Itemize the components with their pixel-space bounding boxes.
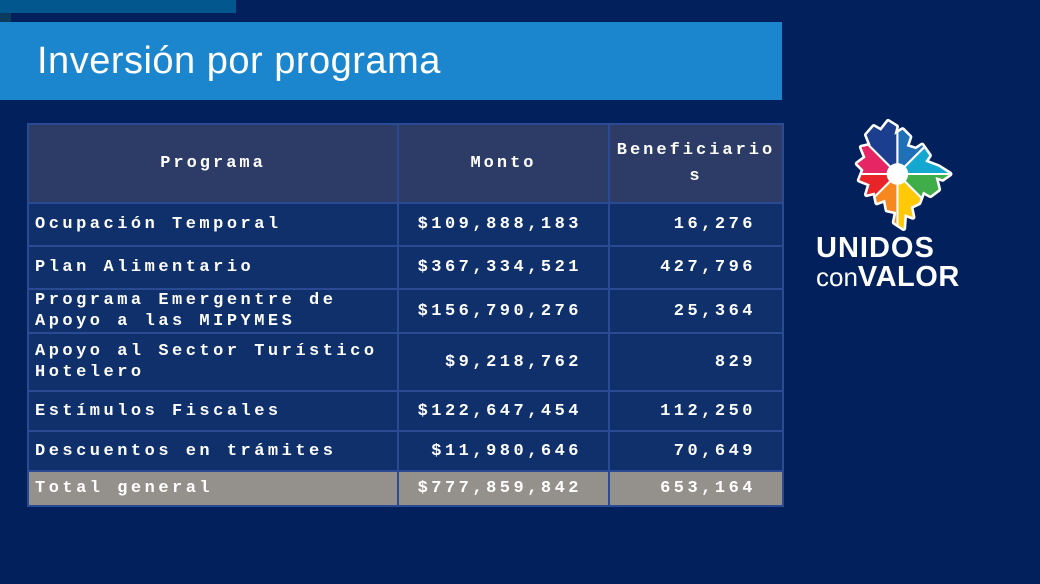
cell-programa: Plan Alimentario	[27, 245, 399, 290]
cell-monto: $11,980,646	[397, 430, 610, 472]
title-band: Inversión por programa	[0, 22, 782, 100]
cell-beneficiarios: 25,364	[608, 288, 784, 334]
logo-text-valor: VALOR	[857, 261, 960, 293]
logo-text-convalor: conVALOR	[816, 263, 960, 292]
logo-wordmark: UNIDOS conVALOR	[816, 234, 960, 292]
cell-programa: Ocupación Temporal	[27, 202, 399, 247]
total-beneficiarios: 653,164	[608, 470, 784, 507]
cell-monto: $109,888,183	[397, 202, 610, 247]
table-header-row: Programa Monto Beneficiarios	[27, 123, 784, 204]
cell-beneficiarios: 112,250	[608, 390, 784, 432]
cell-monto: $156,790,276	[397, 288, 610, 334]
pinwheel-magenta	[857, 128, 900, 175]
top-accent-bar	[0, 0, 236, 13]
table-row: Descuentos en trámites $11,980,646 70,64…	[27, 430, 784, 472]
cell-monto: $9,218,762	[397, 332, 610, 392]
cell-beneficiarios: 427,796	[608, 245, 784, 290]
column-header-programa: Programa	[27, 123, 399, 204]
table-row: Estímulos Fiscales $122,647,454 112,250	[27, 390, 784, 432]
cell-beneficiarios: 16,276	[608, 202, 784, 247]
column-header-monto: Monto	[397, 123, 610, 204]
cell-beneficiarios: 70,649	[608, 430, 784, 472]
cell-programa: Programa Emergentre de Apoyo a las MIPYM…	[27, 288, 399, 334]
cell-beneficiarios: 829	[608, 332, 784, 392]
table-row: Ocupación Temporal $109,888,183 16,276	[27, 202, 784, 247]
cell-programa: Estímulos Fiscales	[27, 390, 399, 432]
total-monto: $777,859,842	[397, 470, 610, 507]
logo-text-con: con	[816, 262, 858, 292]
table-total-row: Total general $777,859,842 653,164	[27, 470, 784, 507]
cell-monto: $122,647,454	[397, 390, 610, 432]
top-accent-notch	[0, 13, 11, 22]
chihuahua-map-icon	[854, 118, 953, 232]
table-row: Plan Alimentario $367,334,521 427,796	[27, 245, 784, 290]
page-title: Inversión por programa	[37, 39, 441, 82]
table-row: Programa Emergentre de Apoyo a las MIPYM…	[27, 288, 784, 334]
table-row: Apoyo al Sector Turístico Hotelero $9,21…	[27, 332, 784, 392]
column-header-beneficiarios: Beneficiarios	[608, 123, 784, 204]
total-label: Total general	[27, 470, 399, 507]
cell-programa: Apoyo al Sector Turístico Hotelero	[27, 332, 399, 392]
cell-monto: $367,334,521	[397, 245, 610, 290]
programs-table: Programa Monto Beneficiarios Ocupación T…	[27, 123, 784, 507]
cell-programa: Descuentos en trámites	[27, 430, 399, 472]
logo-text-unidos: UNIDOS	[816, 232, 935, 264]
pinwheel-center	[886, 163, 909, 185]
